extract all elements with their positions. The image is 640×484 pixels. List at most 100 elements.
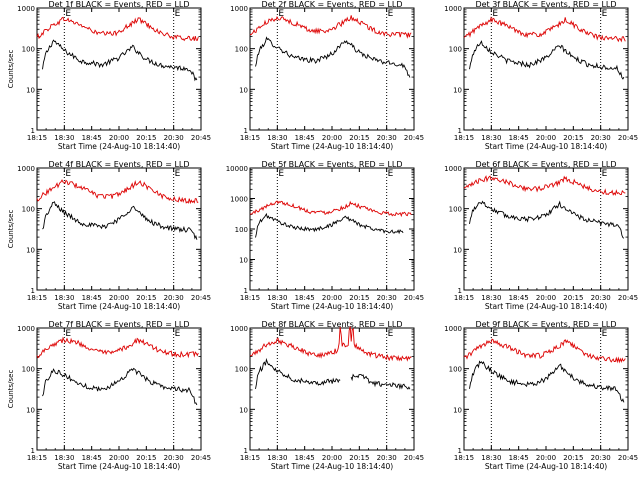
- x-tick-label: 18:30: [267, 294, 287, 302]
- x-tick-label: 20:30: [591, 454, 611, 462]
- event-marker-label: E: [602, 9, 608, 19]
- y-tick-label: 1000: [17, 165, 35, 173]
- x-tick-label: 18:15: [454, 454, 474, 462]
- y-tick-label: 1: [31, 447, 35, 455]
- x-tick-label: 20:45: [618, 294, 638, 302]
- x-tick-label: 18:15: [240, 294, 260, 302]
- x-tick-label: 18:30: [54, 134, 74, 142]
- chart-title: Det 5f BLACK = Events, RED = LLD: [261, 160, 402, 169]
- y-tick-label: 10: [26, 86, 35, 94]
- x-tick-label: 18:15: [240, 454, 260, 462]
- y-tick-label: 1: [458, 127, 462, 135]
- series-line-events: [469, 200, 625, 239]
- x-tick-label: 20:30: [164, 294, 184, 302]
- x-tick-label: 18:15: [27, 294, 47, 302]
- event-marker-label: E: [278, 169, 284, 179]
- x-tick-label: 20:00: [109, 294, 129, 302]
- x-tick-label: 18:15: [27, 454, 47, 462]
- x-tick-label: 18:15: [27, 134, 47, 142]
- x-tick-label: 20:30: [591, 134, 611, 142]
- plot-frame: [249, 327, 415, 451]
- x-tick-label: 18:15: [240, 134, 260, 142]
- chart-panel-9: Det 9f BLACK = Events, RED = LLD 1 10 100 10…: [444, 320, 638, 471]
- x-tick-label: 20:15: [349, 294, 369, 302]
- y-tick-label: 10: [239, 406, 248, 414]
- event-marker-label: E: [65, 169, 71, 179]
- x-tick-label: 18:30: [481, 294, 501, 302]
- x-tick-label: 20:15: [563, 134, 583, 142]
- x-tick-label: 20:15: [349, 454, 369, 462]
- x-tick-label: 18:15: [454, 294, 474, 302]
- chart-panel-7: Det 7f BLACK = Events, RED = LLD 1 10 100 10…: [7, 320, 211, 471]
- series-line-events: [469, 40, 625, 80]
- x-axis-label: Start Time (24-Aug-10 18:14:40): [58, 142, 180, 151]
- event-marker-label: E: [602, 329, 608, 339]
- x-axis-label: Start Time (24-Aug-10 18:14:40): [271, 142, 393, 151]
- x-tick-label: 20:45: [191, 454, 211, 462]
- chart-panel-5: Det 5f BLACK = Events, RED = LLD 1 10 100 10…: [226, 160, 424, 311]
- x-tick-label: 18:15: [454, 134, 474, 142]
- event-marker-label: E: [65, 329, 71, 339]
- event-marker-label: E: [278, 9, 284, 19]
- x-tick-label: 20:30: [377, 454, 397, 462]
- event-marker-label: E: [492, 329, 498, 339]
- x-tick-label: 18:45: [509, 134, 529, 142]
- series-line-lld: [249, 326, 412, 362]
- x-tick-label: 18:45: [295, 134, 315, 142]
- x-tick-label: 18:30: [267, 134, 287, 142]
- event-marker-label: E: [388, 329, 394, 339]
- chart-panel-2: Det 2f BLACK = Events, RED = LLD 1 10 100 10…: [230, 0, 424, 151]
- plot-frame: [463, 7, 629, 131]
- x-tick-label: 20:15: [563, 454, 583, 462]
- plot-frame: [249, 7, 415, 131]
- event-marker-label: E: [278, 329, 284, 339]
- x-tick-label: 18:30: [267, 454, 287, 462]
- chart-panel-1: Det 1f BLACK = Events, RED = LLD 1 10 100 10…: [7, 0, 211, 151]
- event-marker-label: E: [175, 169, 181, 179]
- y-tick-label: 1000: [230, 5, 248, 13]
- event-marker-label: E: [175, 9, 181, 19]
- x-tick-label: 18:30: [54, 294, 74, 302]
- y-tick-label: 100: [235, 46, 248, 54]
- series-line-lld: [463, 175, 626, 196]
- y-tick-label: 10: [453, 86, 462, 94]
- x-tick-label: 20:00: [322, 294, 342, 302]
- x-tick-label: 20:45: [404, 134, 424, 142]
- y-tick-label: 10: [239, 86, 248, 94]
- y-tick-label: 1: [244, 287, 248, 295]
- chart-title: Det 8f BLACK = Events, RED = LLD: [261, 320, 402, 329]
- x-tick-label: 20:30: [377, 134, 397, 142]
- chart-title: Det 2f BLACK = Events, RED = LLD: [261, 0, 402, 9]
- x-tick-label: 20:30: [164, 454, 184, 462]
- y-tick-label: 1: [244, 127, 248, 135]
- y-tick-label: 1: [31, 287, 35, 295]
- series-line-events: [42, 367, 198, 406]
- x-tick-label: 20:45: [618, 454, 638, 462]
- y-tick-label: 1: [458, 287, 462, 295]
- plot-frame: [36, 327, 202, 451]
- series-line-events: [469, 360, 625, 403]
- y-tick-label: 100: [22, 366, 35, 374]
- x-tick-label: 18:30: [481, 454, 501, 462]
- y-tick-label: 100: [235, 226, 248, 234]
- x-tick-label: 18:30: [54, 454, 74, 462]
- y-tick-label: 1000: [17, 325, 35, 333]
- y-axis-label: Counts/sec: [7, 50, 15, 89]
- y-axis-label: Counts/sec: [7, 210, 15, 249]
- x-tick-label: 20:45: [404, 454, 424, 462]
- chart-panel-6: Det 6f BLACK = Events, RED = LLD 1 10 100 10…: [444, 160, 638, 311]
- chart-panel-3: Det 3f BLACK = Events, RED = LLD 1 10 100 10…: [444, 0, 638, 151]
- y-tick-label: 100: [235, 366, 248, 374]
- x-axis-label: Start Time (24-Aug-10 18:14:40): [485, 302, 607, 311]
- x-axis-label: Start Time (24-Aug-10 18:14:40): [58, 462, 180, 471]
- x-tick-label: 20:15: [349, 134, 369, 142]
- x-tick-label: 20:30: [164, 134, 184, 142]
- x-tick-label: 20:15: [136, 294, 156, 302]
- plot-frame: [463, 167, 629, 291]
- event-marker-label: E: [388, 9, 394, 19]
- series-line-events: [255, 36, 411, 78]
- x-tick-label: 20:15: [136, 134, 156, 142]
- x-tick-label: 18:45: [82, 294, 102, 302]
- y-tick-label: 1000: [230, 325, 248, 333]
- y-tick-label: 10: [26, 246, 35, 254]
